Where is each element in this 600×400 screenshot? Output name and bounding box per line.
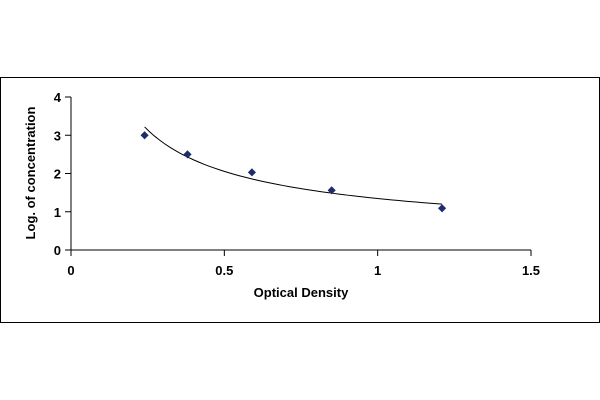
data-point (183, 150, 192, 159)
trendline (144, 126, 443, 205)
y-tick-label: 0 (54, 243, 61, 258)
x-tick-label: 1 (374, 263, 381, 278)
data-point (438, 204, 447, 213)
x-tick-label: 0.5 (215, 263, 233, 278)
axes (65, 96, 532, 256)
data-point (247, 168, 256, 177)
chart-border (0, 77, 600, 323)
y-axis-title: Log. of concentration (23, 107, 38, 240)
y-tick-label: 3 (54, 128, 61, 143)
data-point (140, 131, 149, 140)
x-tick-label: 1.5 (522, 263, 540, 278)
trendline-path (144, 126, 443, 205)
data-points (140, 131, 447, 213)
y-tick-label: 2 (54, 167, 61, 182)
x-tick-label: 0 (67, 263, 74, 278)
data-point (327, 186, 336, 195)
tick-labels: 0 1 2 3 4 0 0.5 1 1.5 (54, 90, 540, 278)
y-tick-label: 1 (54, 205, 61, 220)
y-tick-label: 4 (54, 90, 62, 105)
x-axis-title: Optical Density (254, 285, 349, 300)
